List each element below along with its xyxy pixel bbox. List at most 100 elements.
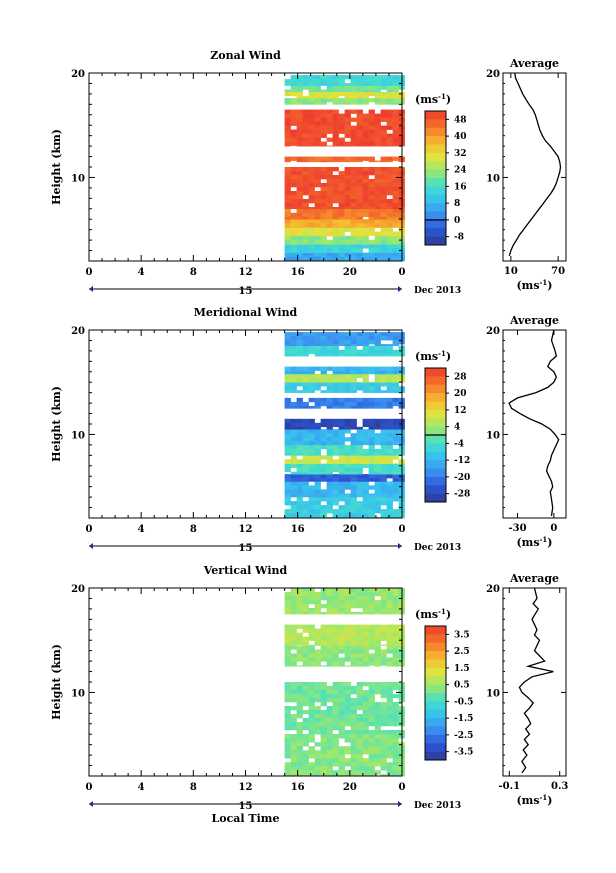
heatmap-cell <box>308 770 315 775</box>
heatmap-cell <box>362 665 369 667</box>
colorbar-segment <box>425 476 446 486</box>
heatmap-cell <box>284 235 291 237</box>
heatmap-cell <box>296 766 303 771</box>
heatmap-cell <box>350 332 357 337</box>
heatmap-cell <box>320 474 327 479</box>
heatmap-cell <box>338 156 345 161</box>
heatmap-cell <box>374 762 381 767</box>
profile-y-tick-label: 10 <box>486 688 500 699</box>
heatmap-cell <box>332 459 339 464</box>
heatmap-cell <box>320 91 327 97</box>
heatmap-cell <box>368 758 375 763</box>
heatmap-cell <box>332 734 339 735</box>
heatmap-cell <box>356 252 363 257</box>
heatmap-cell <box>362 85 369 90</box>
heatmap-cell <box>296 742 303 747</box>
heatmap-cell <box>284 426 291 430</box>
heatmap-cell <box>368 239 375 245</box>
heatmap-cell <box>320 195 327 200</box>
heatmap-cell <box>290 401 297 407</box>
heatmap-cell <box>356 649 363 654</box>
heatmap-cell <box>284 366 291 371</box>
heatmap-cell <box>296 734 303 739</box>
heatmap-cell <box>386 429 393 434</box>
heatmap-cell <box>344 467 351 472</box>
heatmap-cell <box>326 344 333 346</box>
heatmap-cell <box>338 730 345 735</box>
heatmap-cell <box>338 129 345 134</box>
heatmap-cell <box>368 256 375 261</box>
heatmap-cell <box>386 235 393 241</box>
heatmap-cell <box>320 183 327 188</box>
heatmap-cell <box>368 485 375 490</box>
heatmap-cell <box>302 129 309 134</box>
heatmap-cell <box>380 125 387 130</box>
heatmap-cell <box>338 212 345 218</box>
heatmap-cell <box>374 422 381 428</box>
heatmap-cell <box>326 160 333 163</box>
profile-title: Average <box>509 572 559 585</box>
heatmap-cell <box>332 437 339 442</box>
colorbar-segment <box>425 667 446 677</box>
heatmap-cell <box>362 199 369 204</box>
heatmap-cell <box>350 774 357 777</box>
heatmap-cell <box>338 682 345 687</box>
heatmap-cell <box>374 227 381 228</box>
heatmap-cell <box>380 332 387 337</box>
heatmap-cell <box>380 171 387 176</box>
heatmap-cell <box>380 223 387 228</box>
heatmap-cell <box>356 113 363 118</box>
heatmap-cell <box>356 734 363 739</box>
heatmap-cell <box>320 497 327 502</box>
heatmap-cell <box>296 248 303 253</box>
heatmap-cell <box>302 596 309 601</box>
x-tick-label: 0 <box>86 782 93 793</box>
heatmap-cell <box>320 632 327 637</box>
heatmap-cell <box>332 422 339 428</box>
heatmap-cell <box>356 474 363 479</box>
heatmap-cell <box>284 640 291 645</box>
heatmap-cell <box>332 223 339 228</box>
heatmap-cell <box>332 244 339 249</box>
heatmap-cell <box>308 195 315 200</box>
heatmap-cell <box>284 227 291 232</box>
heatmap-cell <box>362 501 369 506</box>
heatmap-cell <box>368 632 375 637</box>
heatmap-cell <box>296 373 303 379</box>
heatmap-cell <box>350 175 357 180</box>
heatmap-cell <box>284 370 291 375</box>
heatmap-cell <box>332 758 339 763</box>
heatmap-cell <box>350 726 357 731</box>
x-tick-label: 4 <box>138 267 145 278</box>
heatmap-cell <box>302 513 309 518</box>
heatmap-cell <box>314 467 321 472</box>
heatmap-cell <box>344 471 351 475</box>
heatmap-cell <box>320 125 327 130</box>
heatmap-cell <box>308 734 315 735</box>
heatmap-cell <box>320 235 327 237</box>
heatmap-cell <box>386 628 393 633</box>
heatmap-cell <box>344 481 351 486</box>
heatmap-cell <box>344 448 351 454</box>
heatmap-cell <box>344 604 351 609</box>
heatmap-cell <box>380 244 387 249</box>
heatmap-cell <box>326 175 333 180</box>
heatmap-cell <box>314 509 321 514</box>
y-tick-label: 20 <box>71 69 85 80</box>
heatmap-cell <box>308 426 315 430</box>
heatmap-cell <box>368 125 375 130</box>
heatmap-cell <box>296 463 303 468</box>
heatmap-cell <box>332 381 339 383</box>
heatmap-cell <box>392 463 399 468</box>
heatmap-cell <box>332 243 339 245</box>
heatmap-cell <box>296 738 303 743</box>
heatmap-cell <box>386 373 393 379</box>
heatmap-cell <box>326 474 333 479</box>
heatmap-cell <box>380 437 387 442</box>
heatmap-cell <box>308 397 315 403</box>
heatmap-cell <box>302 489 309 494</box>
heatmap-cell <box>296 75 303 80</box>
heatmap-cell <box>332 121 339 126</box>
heatmap-cell <box>386 75 393 80</box>
heatmap-cell <box>374 344 381 346</box>
